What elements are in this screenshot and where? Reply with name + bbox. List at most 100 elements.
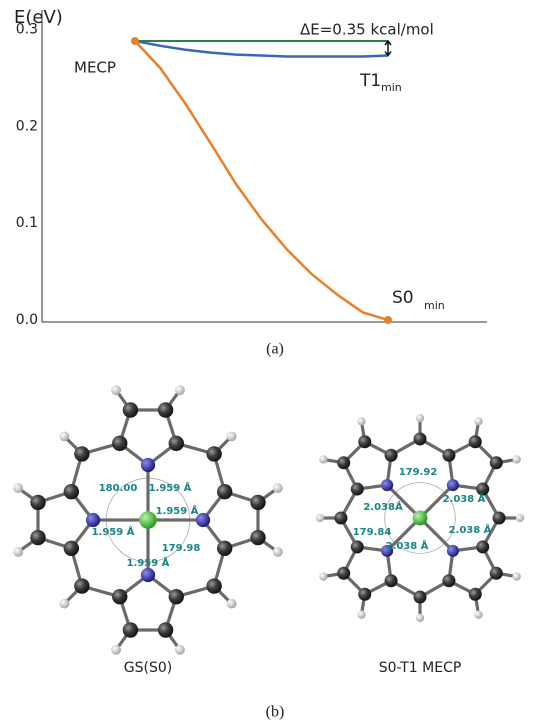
y-tick-label: 0.3 (16, 21, 38, 37)
bond-label: 179.84 (353, 527, 392, 538)
atom (74, 578, 90, 594)
atom (381, 479, 394, 492)
atom (468, 435, 482, 449)
atom (413, 590, 427, 604)
atom (474, 610, 483, 619)
atom (319, 572, 328, 581)
atom (476, 482, 490, 496)
annotation: min (424, 299, 445, 312)
atom (250, 494, 266, 511)
angle-guide (384, 482, 456, 554)
atom (168, 588, 184, 605)
atom (337, 566, 351, 580)
atom (85, 512, 101, 528)
atom (446, 544, 459, 557)
atom (174, 385, 185, 396)
atom (206, 578, 222, 594)
annotation: ΔE=0.35 kcal/mol (300, 21, 434, 39)
atom (334, 511, 348, 525)
bond-label: 2.038 Å (449, 523, 492, 536)
atom (157, 402, 174, 418)
y-tick-label: 0.1 (16, 215, 38, 231)
bond-label: 2.038 Å (386, 539, 429, 552)
atom (206, 446, 222, 462)
atom (384, 448, 398, 462)
y-tick-label: 0.0 (16, 312, 38, 328)
point (131, 37, 139, 45)
caption: (b) (266, 704, 285, 721)
annotation: S0 (392, 288, 414, 308)
atom (74, 446, 90, 462)
atom (474, 417, 483, 426)
y-tick-label: 0.2 (16, 118, 38, 134)
atom (350, 482, 364, 496)
atom (63, 540, 80, 556)
caption: (a) (266, 341, 284, 358)
energy-chart: E(eV) MECP ΔE=0.35 kcal/mol T1 min S0 mi… (14, 7, 487, 358)
atom (415, 613, 425, 623)
annotation: min (381, 81, 402, 94)
bond-label: 1.959 Å (149, 481, 192, 494)
annotation: MECP (74, 59, 116, 77)
point (384, 316, 392, 324)
delta-arrow (384, 39, 392, 57)
atom (442, 574, 456, 588)
atom (122, 402, 139, 418)
atom (337, 456, 351, 470)
atom (63, 484, 80, 500)
atom (139, 511, 157, 529)
atom (112, 435, 128, 452)
atom (216, 484, 233, 500)
bond-label: 1.959 Å (127, 556, 170, 569)
bond (385, 483, 422, 520)
atom (174, 644, 185, 655)
atom (168, 435, 184, 452)
atom (413, 432, 427, 446)
atom (358, 587, 372, 601)
atom (357, 417, 366, 426)
atom (111, 644, 122, 655)
bond-label: 2.038Å (363, 500, 403, 513)
annotation: T1 (359, 71, 381, 91)
atom (468, 587, 482, 601)
atom (515, 513, 525, 523)
atom (59, 598, 70, 609)
atom (476, 540, 490, 554)
molecule: 180.00 1.959 Å 1.959 Å 1.959 Å 179.98 1.959 Å… (13, 385, 283, 676)
atom (216, 540, 233, 556)
bond (418, 516, 455, 553)
atom (140, 567, 156, 583)
atom (30, 529, 46, 546)
atom (195, 512, 211, 528)
atom (489, 456, 503, 470)
atom (350, 540, 364, 554)
bond-label: 180.00 (99, 483, 138, 494)
atom (272, 483, 283, 494)
atom (381, 544, 394, 557)
series-line (134, 40, 389, 322)
atom (112, 588, 128, 605)
atom (30, 494, 46, 511)
atom (512, 572, 521, 581)
atom (226, 431, 237, 442)
atom (13, 483, 24, 494)
atom (157, 622, 174, 638)
atom (319, 455, 328, 464)
atom (384, 574, 398, 588)
bond-label: 2.038 Å (443, 492, 486, 505)
atom (226, 598, 237, 609)
molecule-name: S0-T1 MECP (379, 660, 462, 676)
atom (140, 457, 156, 473)
series-line (134, 39, 389, 58)
bond-label: 1.959 Å (92, 525, 135, 538)
bond-label: 179.98 (162, 543, 201, 554)
atom (315, 513, 325, 523)
atom (412, 510, 428, 526)
atom (492, 511, 506, 525)
bond-label: 1.959 Å (156, 504, 199, 517)
atom (122, 622, 139, 638)
atom (13, 546, 24, 557)
atom (59, 431, 70, 442)
atom (111, 385, 122, 396)
